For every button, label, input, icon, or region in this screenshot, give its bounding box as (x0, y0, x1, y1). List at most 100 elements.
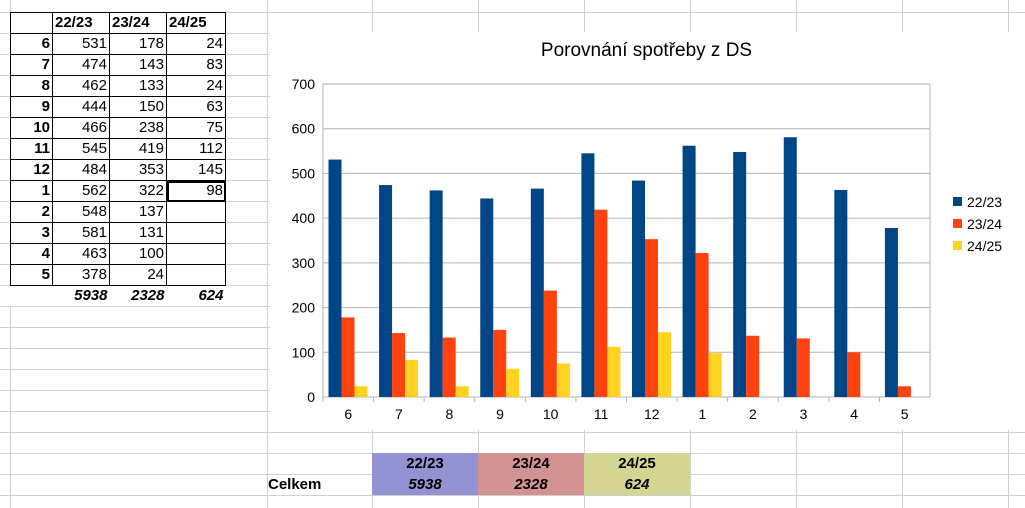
month-cell[interactable]: 9 (10, 96, 53, 118)
y-tick-label: 700 (292, 76, 316, 92)
table-row: 7 474 143 83 (10, 54, 226, 76)
month-cell[interactable]: 5 (10, 264, 53, 286)
bar-23-24 (645, 239, 658, 397)
header-cell[interactable]: 23/24 (109, 12, 167, 34)
value-cell[interactable]: 131 (109, 222, 167, 244)
value-cell[interactable]: 100 (109, 243, 167, 265)
total-cell[interactable]: 2328 (131, 287, 165, 304)
month-cell[interactable]: 12 (10, 159, 53, 181)
value-cell[interactable]: 548 (52, 201, 110, 223)
summary-box[interactable]: 24/25 624 (584, 453, 690, 495)
value-cell[interactable] (166, 243, 226, 265)
summary-name: 22/23 (406, 455, 444, 472)
x-tick-label: 12 (644, 406, 660, 422)
month-cell[interactable]: 2 (10, 201, 53, 223)
value-cell[interactable]: 112 (166, 138, 226, 160)
value-cell[interactable] (166, 201, 226, 223)
value-cell[interactable]: 545 (52, 138, 110, 160)
month-cell[interactable]: 11 (10, 138, 53, 160)
bar-24-25 (354, 386, 368, 397)
corner-cell[interactable] (10, 12, 53, 34)
summary-box[interactable]: 22/23 5938 (372, 453, 478, 495)
value-cell[interactable]: 63 (166, 96, 226, 118)
month-cell[interactable]: 7 (10, 54, 53, 76)
value-cell[interactable]: 462 (52, 75, 110, 97)
value-cell[interactable]: 353 (109, 159, 167, 181)
month-cell[interactable]: 8 (10, 75, 53, 97)
y-tick-label: 500 (292, 165, 316, 181)
value-cell[interactable] (166, 264, 226, 286)
value-cell[interactable]: 463 (52, 243, 110, 265)
x-tick-label: 2 (749, 406, 757, 422)
chart-svg: Porovnání spotřeby z DS 0 100 200 300 400 500 6… (292, 40, 1003, 422)
table-row: 9 444 150 63 (10, 96, 226, 118)
bar-22-23 (733, 151, 747, 397)
month-cell[interactable]: 1 (10, 180, 53, 202)
value-cell[interactable]: 484 (52, 159, 110, 181)
value-cell[interactable]: 24 (109, 264, 167, 286)
bar-chart[interactable]: Porovnání spotřeby z DS 0 100 200 300 400 500 6… (270, 32, 1025, 430)
summary-name: 23/24 (512, 455, 550, 472)
value-cell[interactable]: 150 (109, 96, 167, 118)
month-cell[interactable]: 3 (10, 222, 53, 244)
bar-23-24 (897, 386, 911, 397)
value-cell[interactable]: 562 (52, 180, 110, 202)
bar-23-24 (594, 209, 608, 397)
bar-23-24 (392, 333, 406, 397)
month-cell[interactable]: 6 (10, 33, 53, 55)
value-cell[interactable]: 75 (166, 117, 226, 139)
month-cell[interactable]: 10 (10, 117, 53, 139)
summary-box[interactable]: 23/24 2328 (478, 453, 584, 495)
value-cell[interactable]: 24 (166, 33, 226, 55)
header-cell[interactable]: 22/23 (52, 12, 110, 34)
value-cell[interactable]: 378 (52, 264, 110, 286)
value-cell[interactable]: 143 (109, 54, 167, 76)
table-row: 11 545 419 112 (10, 138, 226, 160)
column-line (267, 0, 268, 508)
x-tick-label: 3 (800, 406, 808, 422)
table-row: 2 548 137 (10, 201, 226, 223)
value-cell[interactable]: 178 (109, 33, 167, 55)
bar-24-25 (405, 359, 419, 397)
value-cell[interactable]: 581 (52, 222, 110, 244)
value-cell[interactable]: 238 (109, 117, 167, 139)
x-tick-label: 5 (901, 406, 909, 422)
bar-22-23 (429, 190, 443, 397)
x-tick-label: 4 (850, 406, 858, 422)
value-cell[interactable]: 419 (109, 138, 167, 160)
x-tick-label: 11 (594, 406, 609, 422)
legend-label: 22/23 (967, 194, 1002, 210)
value-cell[interactable]: 137 (109, 201, 167, 223)
value-cell[interactable]: 474 (52, 54, 110, 76)
bar-23-24 (746, 335, 760, 397)
y-tick-label: 100 (292, 344, 316, 360)
value-cell[interactable]: 466 (52, 117, 110, 139)
summary-label: Celkem (268, 476, 322, 493)
table-row: 8 462 133 24 (10, 75, 226, 97)
bar-23-24 (847, 352, 861, 397)
value-cell[interactable]: 133 (109, 75, 167, 97)
bar-22-23 (783, 137, 797, 397)
summary-name: 24/25 (618, 455, 656, 472)
value-cell[interactable]: 98 (166, 180, 226, 202)
value-cell[interactable]: 322 (109, 180, 167, 202)
x-tick-label: 8 (446, 406, 454, 422)
header-cell[interactable]: 24/25 (166, 12, 226, 34)
x-tick-label: 9 (496, 406, 504, 422)
month-cell[interactable]: 4 (10, 243, 53, 265)
total-cell[interactable]: 624 (198, 287, 224, 304)
bar-22-23 (581, 153, 595, 397)
value-cell[interactable] (166, 222, 226, 244)
chart-title: Porovnání spotřeby z DS (541, 40, 752, 61)
bar-23-24 (442, 337, 456, 397)
total-cell[interactable]: 5938 (74, 287, 108, 304)
bar-22-23 (328, 159, 342, 397)
bar-22-23 (379, 185, 393, 397)
value-cell[interactable]: 444 (52, 96, 110, 118)
value-cell[interactable]: 83 (166, 54, 226, 76)
bar-23-24 (695, 253, 709, 397)
value-cell[interactable]: 531 (52, 33, 110, 55)
value-cell[interactable]: 145 (166, 159, 226, 181)
value-cell[interactable]: 24 (166, 75, 226, 97)
legend-swatch (953, 197, 962, 206)
